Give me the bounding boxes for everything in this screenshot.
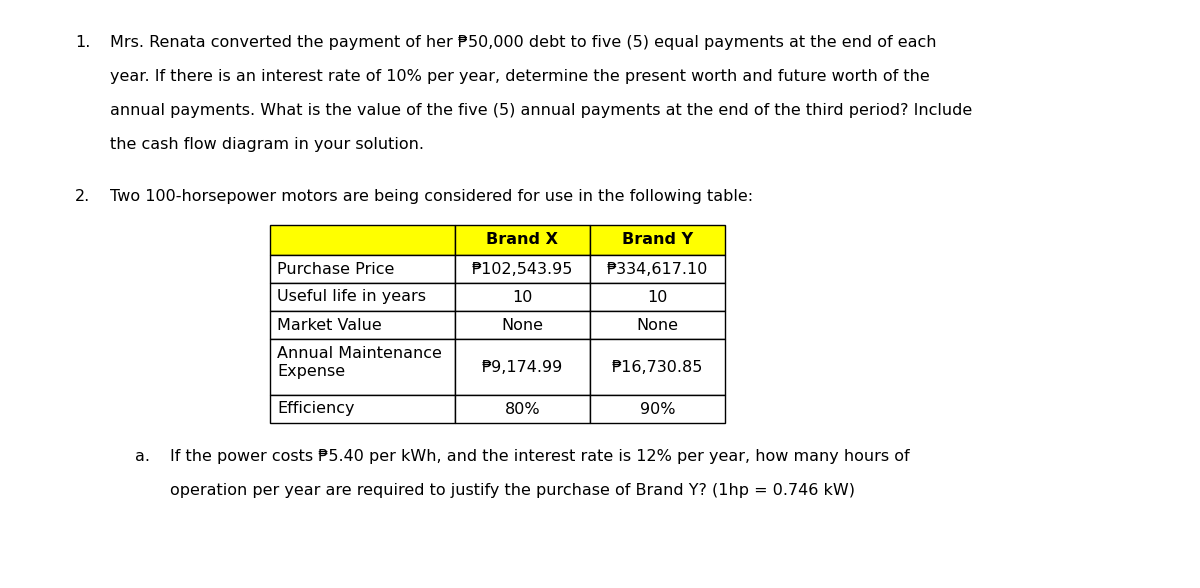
Bar <box>270 283 455 311</box>
Bar <box>455 283 590 311</box>
Bar <box>455 311 590 339</box>
Text: Two 100-horsepower motors are being considered for use in the following table:: Two 100-horsepower motors are being cons… <box>110 189 754 204</box>
Text: 2.: 2. <box>74 189 90 204</box>
Bar <box>455 225 590 255</box>
Text: None: None <box>502 318 544 332</box>
Text: 80%: 80% <box>505 402 540 416</box>
Text: Efficiency: Efficiency <box>277 402 354 416</box>
Bar <box>590 255 725 283</box>
Text: None: None <box>636 318 678 332</box>
Bar <box>455 339 590 395</box>
Text: ₱102,543.95: ₱102,543.95 <box>472 262 574 276</box>
Text: 10: 10 <box>647 289 667 305</box>
Text: Annual Maintenance: Annual Maintenance <box>277 346 442 361</box>
Text: operation per year are required to justify the purchase of Brand Y? (1hp = 0.746: operation per year are required to justi… <box>170 483 854 498</box>
Text: ₱334,617.10: ₱334,617.10 <box>607 262 708 276</box>
Bar <box>270 339 455 395</box>
Bar <box>455 395 590 423</box>
Bar <box>455 255 590 283</box>
Bar <box>590 283 725 311</box>
Bar <box>270 311 455 339</box>
Bar <box>590 395 725 423</box>
Text: Mrs. Renata converted the payment of her ₱50,000 debt to five (5) equal payments: Mrs. Renata converted the payment of her… <box>110 35 936 50</box>
Text: ₱16,730.85: ₱16,730.85 <box>612 359 703 375</box>
Text: 90%: 90% <box>640 402 676 416</box>
Bar <box>590 225 725 255</box>
Text: ₱9,174.99: ₱9,174.99 <box>482 359 563 375</box>
Bar <box>590 311 725 339</box>
Text: annual payments. What is the value of the five (5) annual payments at the end of: annual payments. What is the value of th… <box>110 103 972 118</box>
Text: 10: 10 <box>512 289 533 305</box>
Text: a.: a. <box>134 449 150 464</box>
Text: Purchase Price: Purchase Price <box>277 262 395 276</box>
Text: the cash flow diagram in your solution.: the cash flow diagram in your solution. <box>110 137 424 152</box>
Bar <box>270 395 455 423</box>
Text: year. If there is an interest rate of 10% per year, determine the present worth : year. If there is an interest rate of 10… <box>110 69 930 84</box>
Bar <box>270 255 455 283</box>
Text: Useful life in years: Useful life in years <box>277 289 426 305</box>
Text: Brand X: Brand X <box>486 232 558 248</box>
Text: Market Value: Market Value <box>277 318 382 332</box>
Text: Brand Y: Brand Y <box>622 232 694 248</box>
Bar <box>270 225 455 255</box>
Text: 1.: 1. <box>74 35 90 50</box>
Bar <box>590 339 725 395</box>
Text: Expense: Expense <box>277 364 346 379</box>
Text: If the power costs ₱5.40 per kWh, and the interest rate is 12% per year, how man: If the power costs ₱5.40 per kWh, and th… <box>170 449 910 464</box>
